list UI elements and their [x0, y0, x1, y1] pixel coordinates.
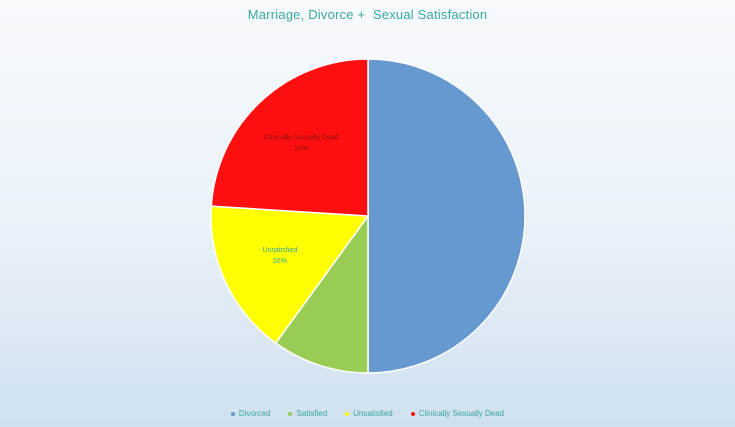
data-label-line: 16% [273, 258, 287, 265]
chart-title: Marriage, Divorce + Sexual Satisfaction [247, 7, 488, 22]
legend-item-divorced: Divorced [230, 409, 271, 418]
data-label-unsatisfied: Unsatisfied 16% [263, 247, 298, 265]
legend-label: Clinically Sexually Dead [418, 409, 505, 418]
legend-label: Divorced [238, 409, 271, 418]
legend-label: Unsatisfied [353, 409, 393, 418]
data-label-line: 24% [294, 146, 308, 153]
legend-swatch [410, 411, 415, 416]
legend-item-clinically-sexually-dead: Clinically Sexually Dead [410, 409, 505, 418]
pie-slice-clinically-sexually-dead [210, 58, 369, 217]
pie-slice-unsatisfied [210, 205, 370, 345]
legend-item-satisfied: Satisfied [288, 409, 327, 418]
legend: Divorced Satisfied Unsatisfied Clinically S… [0, 409, 735, 418]
pie-slice-divorced [367, 58, 526, 374]
legend-swatch [288, 411, 293, 416]
legend-item-unsatisfied: Unsatisfied [345, 409, 393, 418]
legend-label: Satisfied [296, 409, 328, 418]
data-label-clinically-sexually-dead: Clinically Sexually Dead 24% [264, 135, 339, 153]
data-label-line: Clinically Sexually Dead [264, 135, 339, 142]
legend-swatch [345, 411, 350, 416]
pie-slice-satisfied [274, 213, 369, 374]
legend-swatch [230, 411, 235, 416]
data-label-line: Unsatisfied [263, 247, 298, 254]
